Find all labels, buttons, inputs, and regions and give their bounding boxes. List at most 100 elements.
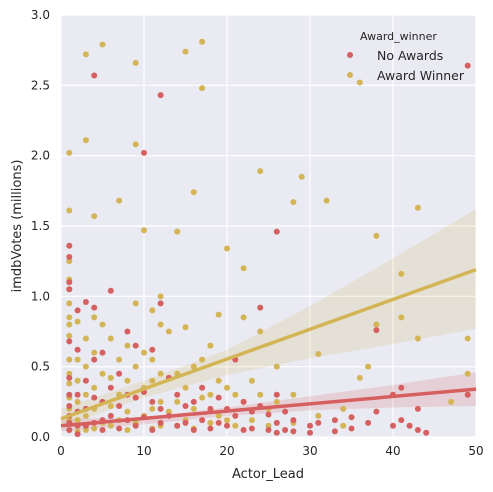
data-point-no-awards — [141, 149, 147, 156]
data-point-award-winner — [248, 417, 255, 424]
legend-marker-no-awards — [347, 52, 353, 58]
legend-marker-award-winner — [347, 72, 353, 78]
data-point-award-winner — [99, 370, 106, 377]
data-point-award-winner — [373, 232, 380, 239]
data-point-award-winner — [82, 335, 89, 342]
data-point-no-awards — [282, 408, 289, 415]
data-point-award-winner — [240, 265, 247, 272]
y-tick-label: 1.0 — [31, 289, 50, 303]
y-tick-labels: 0.0 0.5 1.0 1.5 2.0 2.5 3.0 — [31, 8, 50, 444]
data-point-no-awards — [199, 384, 206, 391]
data-point-award-winner — [116, 356, 123, 363]
data-point-no-awards — [66, 403, 73, 410]
data-point-award-winner — [149, 405, 156, 412]
data-point-award-winner — [149, 377, 156, 384]
regression-lines — [60, 267, 477, 428]
data-point-no-awards — [414, 426, 421, 433]
data-point-award-winner — [66, 149, 73, 156]
data-point-no-awards — [66, 279, 73, 286]
regression-line-no-awards — [60, 387, 477, 428]
data-point-award-winner — [107, 335, 114, 342]
data-point-award-winner — [91, 425, 98, 432]
x-axis-label: Actor_Lead — [232, 467, 304, 482]
data-point-no-awards — [182, 419, 189, 426]
data-point-award-winner — [232, 391, 239, 398]
data-point-no-awards — [248, 425, 255, 432]
x-tick-label: 10 — [136, 444, 151, 458]
data-point-award-winner — [174, 228, 181, 235]
data-point-no-awards — [174, 391, 181, 398]
data-points — [66, 38, 471, 438]
data-point-no-awards — [74, 391, 81, 398]
x-tick-label: 50 — [468, 444, 483, 458]
data-point-award-winner — [356, 79, 363, 86]
data-point-no-awards — [265, 411, 272, 418]
data-point-no-awards — [132, 342, 139, 349]
data-point-no-awards — [290, 428, 297, 435]
data-point-award-winner — [107, 374, 114, 381]
data-point-award-winner — [398, 270, 405, 277]
data-point-no-awards — [91, 394, 98, 401]
data-point-award-winner — [132, 59, 139, 66]
data-point-no-awards — [464, 391, 471, 398]
data-point-award-winner — [74, 417, 81, 424]
data-point-award-winner — [207, 391, 214, 398]
data-point-award-winner — [182, 384, 189, 391]
data-point-no-awards — [273, 228, 280, 235]
data-point-no-awards — [116, 370, 123, 377]
data-point-award-winner — [232, 422, 239, 429]
x-tick-labels: 0 10 20 30 40 50 — [57, 444, 483, 458]
data-point-award-winner — [273, 363, 280, 370]
data-point-award-winner — [190, 363, 197, 370]
data-point-award-winner — [82, 363, 89, 370]
data-point-no-awards — [132, 422, 139, 429]
data-point-no-awards — [414, 405, 421, 412]
data-point-no-awards — [82, 377, 89, 384]
data-point-award-winner — [414, 335, 421, 342]
data-point-award-winner — [157, 321, 164, 328]
data-point-no-awards — [132, 394, 139, 401]
data-point-award-winner — [91, 314, 98, 321]
data-point-no-awards — [116, 403, 123, 410]
legend-title: Award_winner — [360, 30, 437, 43]
data-point-no-awards — [99, 426, 106, 433]
data-point-no-awards — [157, 405, 164, 412]
data-point-award-winner — [215, 311, 222, 318]
data-point-award-winner — [157, 398, 164, 405]
data-point-award-winner — [82, 137, 89, 144]
data-point-no-awards — [107, 287, 114, 294]
data-point-no-awards — [307, 429, 313, 436]
data-point-award-winner — [107, 403, 114, 410]
y-axis-label: imdbVotes (millions) — [10, 160, 25, 293]
data-point-no-awards — [348, 414, 355, 421]
data-point-no-awards — [74, 307, 81, 314]
data-point-no-awards — [373, 327, 380, 334]
y-tick-label: 2.5 — [31, 78, 50, 92]
data-point-award-winner — [207, 419, 214, 426]
data-point-no-awards — [66, 286, 73, 293]
data-point-award-winner — [66, 370, 73, 377]
data-point-no-awards — [406, 422, 413, 429]
data-point-no-awards — [199, 417, 206, 424]
data-point-award-winner — [398, 314, 405, 321]
data-point-no-awards — [124, 328, 131, 335]
legend: Award_winner No Awards Award Winner — [347, 30, 465, 83]
data-point-award-winner — [74, 377, 81, 384]
data-point-no-awards — [149, 398, 156, 405]
x-tick-label: 30 — [302, 444, 317, 458]
data-point-award-winner — [124, 408, 131, 415]
data-point-award-winner — [315, 412, 322, 419]
y-tick-label: 0.0 — [31, 430, 50, 444]
data-point-no-awards — [282, 426, 289, 433]
data-point-award-winner — [199, 356, 206, 363]
data-point-no-awards — [66, 426, 73, 433]
data-point-no-awards — [190, 398, 197, 405]
data-point-no-awards — [207, 425, 214, 432]
data-point-award-winner — [290, 199, 297, 206]
data-point-no-awards — [240, 398, 247, 405]
data-point-no-awards — [257, 304, 264, 311]
data-point-award-winner — [91, 213, 98, 220]
data-point-no-awards — [116, 425, 123, 432]
data-point-no-awards — [157, 300, 164, 307]
